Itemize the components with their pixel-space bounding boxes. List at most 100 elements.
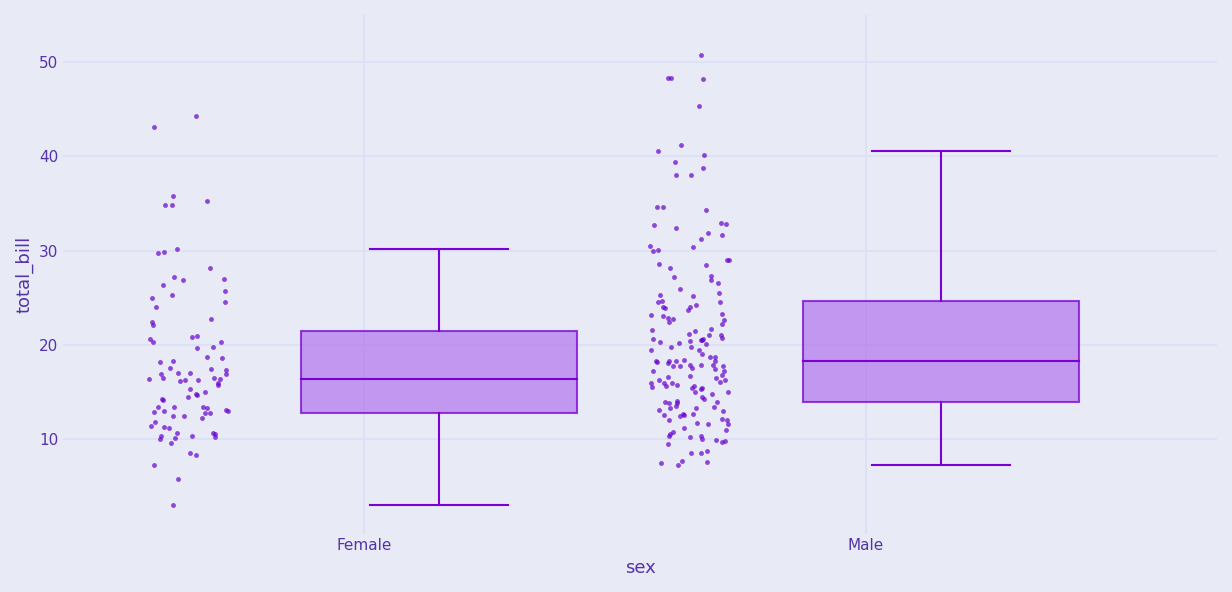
Point (684, 291, 703, 301)
Point (659, 439, 679, 448)
Point (663, 378, 683, 388)
Point (655, 397, 675, 407)
Point (181, 368, 201, 377)
Point (692, 163, 712, 173)
Point (187, 332, 207, 341)
Point (202, 314, 222, 324)
Point (691, 360, 711, 369)
Point (691, 448, 711, 458)
Point (703, 403, 723, 412)
Point (669, 338, 689, 348)
Point (217, 369, 237, 379)
Point (647, 202, 667, 212)
Point (700, 352, 719, 362)
Point (648, 246, 668, 255)
Point (692, 434, 712, 443)
Point (197, 404, 217, 413)
Point (144, 320, 164, 330)
Point (152, 432, 171, 441)
Point (659, 432, 679, 441)
Point (662, 73, 681, 83)
Point (684, 381, 703, 390)
Point (702, 360, 722, 369)
Point (165, 272, 185, 282)
Point (712, 437, 732, 447)
Point (691, 50, 711, 59)
Point (196, 387, 216, 396)
Point (689, 101, 708, 111)
Point (713, 315, 733, 324)
Point (163, 500, 182, 509)
Point (692, 335, 712, 345)
Point (641, 310, 660, 320)
Point (175, 375, 195, 384)
Point (170, 376, 190, 385)
Point (710, 288, 729, 297)
Point (165, 434, 185, 443)
Point (687, 419, 707, 428)
Point (664, 272, 684, 282)
Point (673, 409, 692, 419)
Point (206, 432, 225, 441)
Point (686, 300, 706, 310)
Point (680, 360, 700, 369)
Point (701, 275, 721, 285)
Point (697, 458, 717, 467)
Point (649, 291, 669, 300)
Point (648, 298, 668, 307)
Point (713, 361, 733, 371)
Point (683, 410, 702, 419)
Point (642, 382, 662, 392)
FancyBboxPatch shape (302, 331, 578, 413)
Point (153, 394, 172, 403)
Point (710, 378, 729, 387)
Point (205, 429, 224, 439)
Point (144, 461, 164, 470)
Point (655, 303, 675, 313)
Point (203, 342, 223, 352)
Point (659, 416, 679, 425)
Point (144, 407, 164, 417)
Point (674, 423, 694, 432)
Point (658, 372, 678, 382)
Point (652, 458, 671, 468)
Point (653, 311, 673, 320)
Point (212, 353, 232, 362)
Point (718, 387, 738, 397)
Point (659, 359, 679, 368)
Point (711, 218, 731, 228)
Point (694, 334, 713, 343)
Point (716, 437, 736, 446)
Point (214, 297, 234, 307)
Point (686, 404, 706, 413)
Point (670, 411, 690, 421)
Point (678, 305, 697, 315)
Point (652, 296, 671, 305)
Point (681, 170, 701, 180)
Point (143, 337, 163, 347)
Point (667, 401, 686, 411)
Point (647, 356, 667, 365)
Point (667, 356, 686, 366)
Point (665, 157, 685, 166)
Point (695, 394, 715, 404)
Point (691, 384, 711, 394)
Point (691, 432, 711, 441)
Point (216, 366, 235, 375)
Point (214, 274, 234, 283)
Point (139, 374, 159, 384)
Point (680, 303, 700, 312)
Point (681, 449, 701, 458)
Point (691, 392, 711, 402)
Point (182, 432, 202, 441)
Point (150, 358, 170, 367)
Point (148, 403, 168, 412)
Point (144, 123, 164, 132)
Point (659, 356, 679, 366)
Point (150, 434, 170, 443)
Point (696, 340, 716, 349)
Point (681, 363, 701, 372)
Point (696, 260, 716, 270)
Point (712, 333, 732, 343)
Point (180, 449, 200, 458)
